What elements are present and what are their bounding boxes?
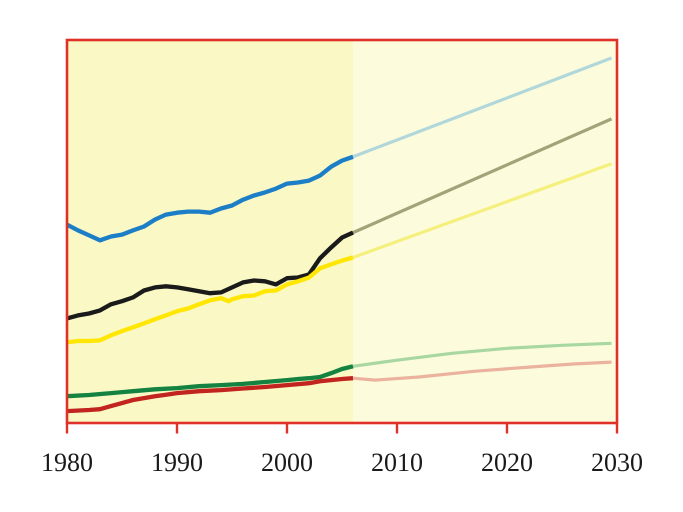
x-tick-label-2020: 2020 xyxy=(481,448,533,477)
red-line-projection xyxy=(352,360,612,382)
history-region xyxy=(67,40,353,423)
red-line-history xyxy=(66,376,354,414)
black-line-projection xyxy=(352,117,613,235)
green-line-projection xyxy=(352,341,612,368)
x-tick-label-1980: 1980 xyxy=(41,448,93,477)
green-line-history xyxy=(66,364,354,399)
x-tick-label-2010: 2010 xyxy=(371,448,423,477)
plot-frame xyxy=(65,38,619,425)
yellow-line-projection xyxy=(352,162,613,260)
x-tick-label-1990: 1990 xyxy=(151,448,203,477)
black-line-history xyxy=(66,230,354,321)
x-tick-label-2000: 2000 xyxy=(261,448,313,477)
x-tick-label-2030: 2030 xyxy=(591,448,643,477)
blue-line-projection xyxy=(352,56,613,159)
projection-region xyxy=(353,40,617,423)
blue-line-history xyxy=(65,154,354,243)
yellow-line-history xyxy=(66,255,354,345)
